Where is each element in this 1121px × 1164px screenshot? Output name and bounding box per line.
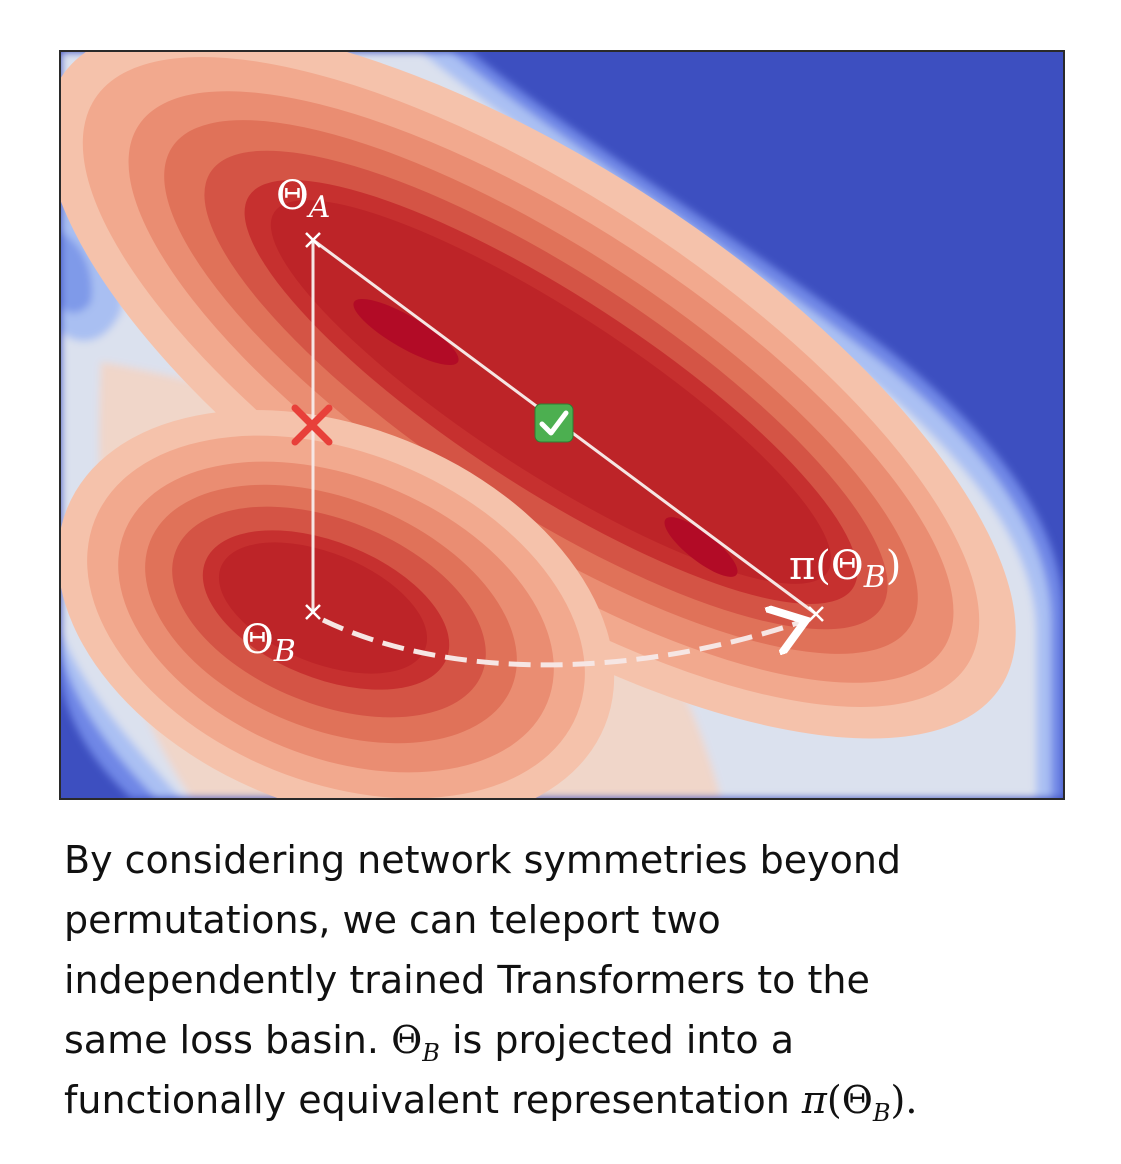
point-markers [305, 232, 824, 622]
figure-caption: By considering network symmetries beyond… [64, 830, 1057, 1130]
theta-a-point [305, 232, 321, 248]
loss-landscape-svg: ΘA ΘB π(ΘB) [61, 52, 1063, 798]
loss-landscape-figure: ΘA ΘB π(ΘB) [59, 50, 1065, 800]
upper-min-2 [664, 517, 738, 577]
pi-theta-b-point [808, 606, 824, 622]
fail-cross-icon [291, 404, 333, 446]
caption-line-5: functionally equivalent representation π… [64, 1078, 918, 1127]
caption-line-2: permutations, we can teleport two [64, 898, 721, 942]
success-check-icon [534, 403, 574, 443]
label-theta-a: ΘA [276, 173, 330, 225]
upper-min-1 [353, 298, 459, 366]
left-blue-core [61, 232, 92, 313]
lower-level-7 [218, 542, 428, 674]
caption-line-4: same loss basin. ΘB is projected into a [64, 1018, 795, 1067]
label-theta-b: ΘB [241, 617, 296, 669]
upper-level-7 [270, 200, 832, 584]
theta-b-point [305, 604, 321, 620]
caption-line-3: independently trained Transformers to th… [64, 958, 870, 1002]
lower-basin [61, 410, 615, 798]
caption-theta-symbol: ΘB [391, 1018, 440, 1067]
caption-line-1: By considering network symmetries beyond [64, 838, 902, 882]
caption-pi-expression: π(ΘB). [801, 1078, 918, 1127]
label-pi-theta-b: π(ΘB) [789, 543, 901, 595]
upper-basin [61, 52, 1016, 739]
